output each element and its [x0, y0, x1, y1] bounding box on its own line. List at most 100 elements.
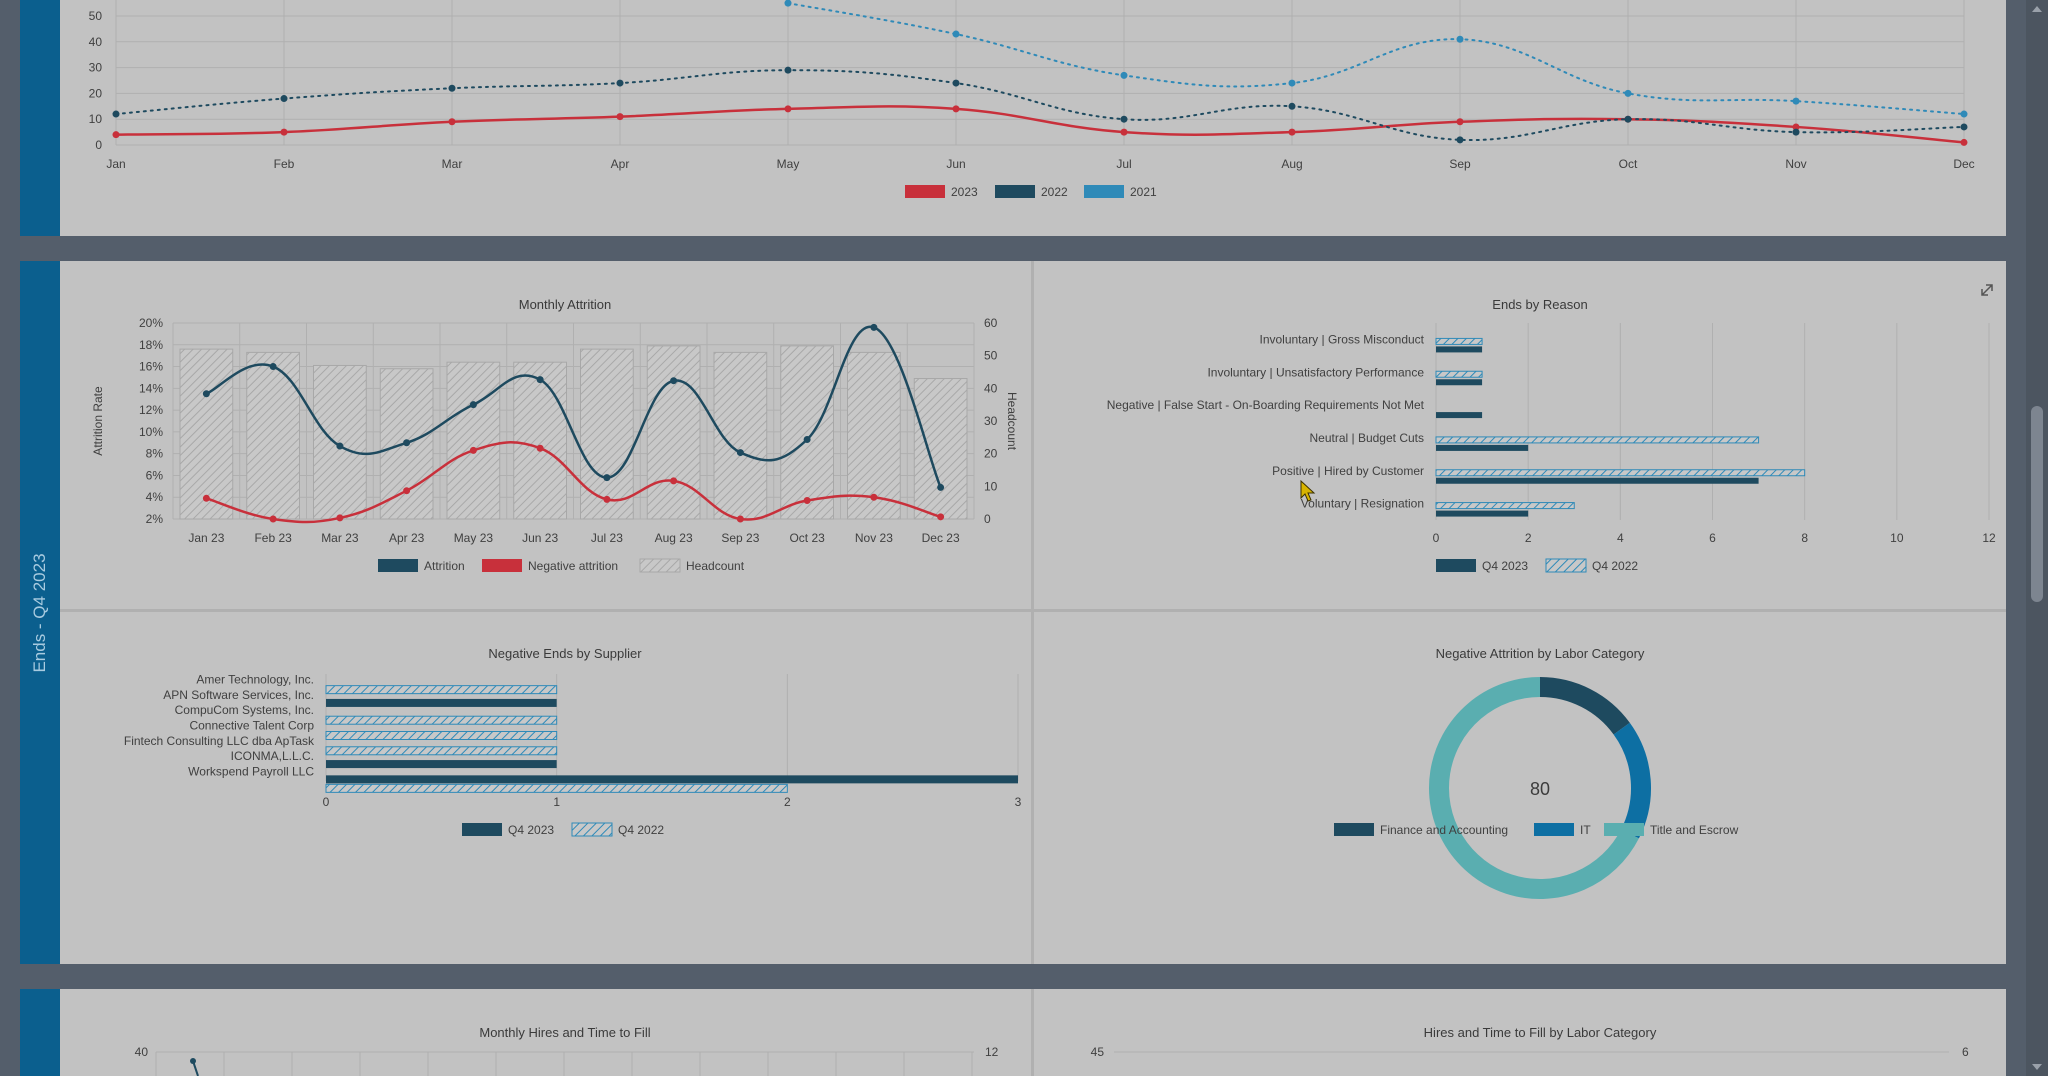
headcount-bar: [313, 364, 367, 520]
x-tick-label: 0: [1433, 531, 1440, 545]
y-category-label: ICONMA,L.L.C.: [231, 749, 314, 763]
legend-it-label: IT: [1580, 823, 1591, 837]
divider-vertical: [1031, 989, 1034, 1076]
data-point-2022: [1792, 128, 1800, 136]
legend-2023-swatch: [905, 185, 945, 198]
donut-slice: [1613, 722, 1651, 839]
data-point-2022: [1288, 102, 1296, 110]
data-point-2022: [1624, 115, 1632, 123]
data-point-2021: [1120, 71, 1128, 79]
y-category-label: CompuCom Systems, Inc.: [175, 703, 314, 717]
scroll-up-icon[interactable]: [2032, 6, 2042, 12]
scroll-thumb[interactable]: [2031, 406, 2043, 602]
y-tick-label: 10: [89, 112, 103, 126]
y-category-label: Amer Technology, Inc.: [196, 673, 314, 687]
data-point-2023: [1960, 138, 1968, 146]
bar-q4-2023: [1436, 444, 1529, 451]
x-tick-label: 3: [1015, 795, 1022, 809]
data-point-2023: [112, 131, 120, 139]
x-tick-label: Feb 23: [254, 531, 292, 545]
legend-title-and-escrow-label: Title and Escrow: [1650, 823, 1739, 837]
bar-q4-2023: [326, 760, 557, 769]
section-label: Ends - Q4 2023: [30, 553, 49, 673]
data-point: [803, 496, 811, 504]
chart-title: Ends by Reason: [1492, 297, 1587, 312]
data-point: [603, 474, 611, 482]
bar-q4-2022: [325, 715, 558, 725]
bar-q4-2022: [325, 746, 558, 756]
chart-title: Monthly Attrition: [519, 297, 612, 312]
data-point: [336, 514, 344, 522]
negative-attrition-labor-chart: Negative Attrition by Labor Category 80 Fi…: [1334, 646, 1739, 899]
x-tick-label: Mar: [442, 157, 463, 171]
y-tick-label: 6%: [146, 468, 164, 482]
data-point-2023: [448, 118, 456, 126]
data-point-2022: [1120, 115, 1128, 123]
page-scrollbar[interactable]: [2026, 0, 2048, 1076]
legend-it-swatch: [1534, 823, 1574, 836]
donut-slice: [1429, 677, 1639, 899]
y2-tick-label: 12: [985, 1045, 999, 1059]
bar-q4-2022: [1435, 502, 1575, 510]
legend-q4-2023-label: Q4 2023: [1482, 559, 1528, 573]
y-tick-label: 8%: [146, 447, 164, 461]
legend-q4-2022-swatch: [1545, 558, 1587, 573]
y-tick-label: 2%: [146, 512, 164, 526]
data-point-2022: [1960, 123, 1968, 131]
panel-accent: [20, 989, 60, 1076]
bar-q4-2023: [1436, 346, 1483, 353]
bar-q4-2022: [1435, 337, 1483, 345]
data-point: [403, 487, 411, 495]
x-tick-label: Jun 23: [522, 531, 558, 545]
x-tick-label: 2: [784, 795, 791, 809]
y2-tick-label: 30: [984, 414, 998, 428]
data-point-2021: [784, 0, 792, 7]
headcount-bar: [513, 361, 567, 520]
y-category-label: Involuntary | Gross Misconduct: [1259, 332, 1424, 346]
bar-q4-2023: [326, 775, 1018, 784]
legend-2023-label: 2023: [951, 185, 978, 199]
legend-2021-swatch: [1084, 185, 1124, 198]
x-tick-label: Dec 23: [922, 531, 960, 545]
data-point-2023: [1288, 128, 1296, 136]
trend-chart: 0 10 20 30 40 50 Jan Feb Mar Apr May Jun Jul Aug Sep Oc…: [89, 0, 1975, 199]
bar-q4-2022: [1435, 370, 1483, 378]
legend-negative-attrition-label: Negative attrition: [528, 559, 618, 573]
data-point: [603, 495, 611, 503]
headcount-bar: [847, 351, 901, 520]
bar-q4-2022: [325, 731, 558, 740]
y2-tick-label: 6: [1962, 1045, 1969, 1059]
bar-q4-2023: [1436, 379, 1483, 386]
x-tick-label: Feb: [274, 157, 295, 171]
x-tick-label: Jul: [1116, 157, 1131, 171]
y-category-label: Neutral | Budget Cuts: [1309, 431, 1424, 445]
bar-q4-2022: [325, 783, 788, 793]
data-point: [536, 444, 544, 452]
legend-negative-attrition-swatch: [482, 559, 522, 572]
expand-icon[interactable]: [1981, 284, 1993, 296]
data-point: [269, 363, 277, 371]
scroll-down-icon[interactable]: [2032, 1064, 2042, 1070]
y-category-label: Fintech Consulting LLC dba ApTask: [124, 734, 315, 748]
y-category-label: Negative | False Start - On-Boarding Req…: [1107, 398, 1425, 412]
data-point-2022: [448, 84, 456, 92]
x-tick-label: Aug: [1281, 157, 1302, 171]
bar-q4-2023: [326, 698, 557, 707]
y-category-label: Workspend Payroll LLC: [188, 764, 314, 778]
legend-q4-2023-label: Q4 2023: [508, 823, 554, 837]
x-tick-label: Mar 23: [321, 531, 359, 545]
data-point-2022: [112, 110, 120, 118]
bar-q4-2023: [1436, 510, 1529, 517]
data-point: [937, 483, 945, 491]
x-tick-label: 2: [1525, 531, 1532, 545]
x-tick-label: May 23: [454, 531, 494, 545]
data-point-2023: [952, 105, 960, 113]
chart-title: Hires and Time to Fill by Labor Category: [1424, 1025, 1657, 1040]
data-point-2023: [1456, 118, 1464, 126]
x-tick-label: May: [777, 157, 800, 171]
hires-panel: Monthly Hires and Time to Fill 40 12 Hires…: [20, 989, 2006, 1076]
legend-2022-swatch: [995, 185, 1035, 198]
legend-finance-and-accounting-label: Finance and Accounting: [1380, 823, 1508, 837]
series-line-2022: [115, 69, 1965, 142]
data-point-2023: [784, 105, 792, 113]
